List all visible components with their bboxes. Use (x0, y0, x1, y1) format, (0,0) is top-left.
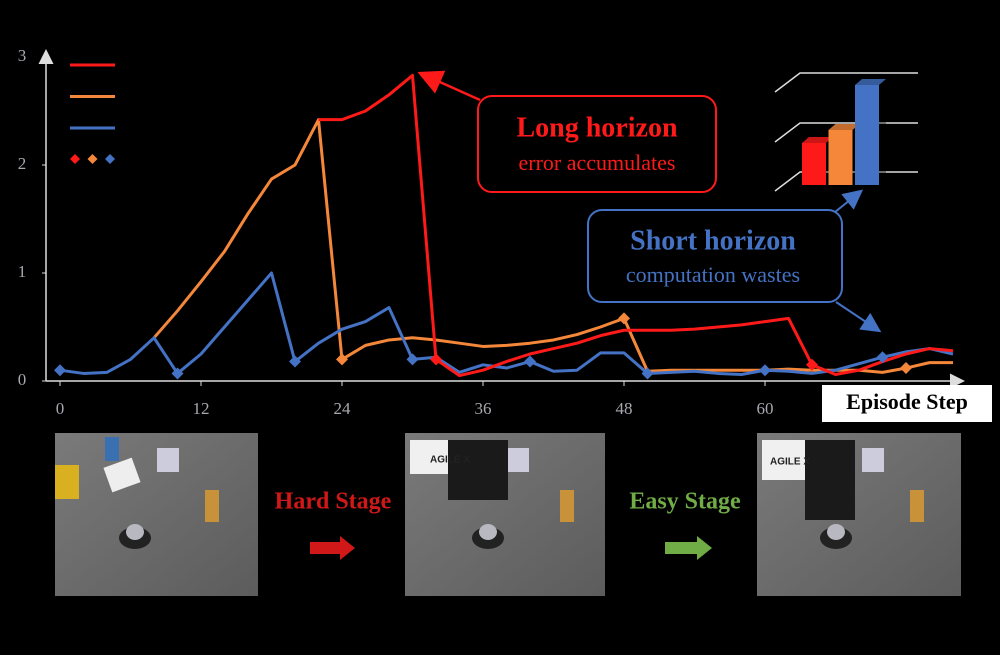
stage-label: Hard Stage (275, 489, 392, 515)
inset-bar (828, 130, 853, 185)
stage-marker (876, 351, 889, 364)
annotation-title: Short horizon (630, 225, 796, 256)
photo: AGILE X (757, 433, 961, 596)
series-line (152, 118, 953, 374)
photo (55, 433, 258, 596)
legend-marker (70, 154, 80, 164)
photo-text: AGILE X (770, 457, 810, 468)
stage-arrow (665, 536, 712, 560)
annotation-text: error accumulates (519, 150, 676, 175)
x-tick-label: 24 (334, 399, 352, 418)
legend-marker (105, 154, 115, 164)
annotation-title: Long horizon (516, 112, 677, 143)
stage-arrow (310, 536, 355, 560)
inset-bar-top (802, 137, 833, 143)
stage-marker (759, 364, 771, 377)
x-tick-label: 36 (475, 399, 492, 418)
annotation-box (587, 209, 843, 303)
stage-marker (289, 355, 301, 368)
inset-bar-top (855, 79, 886, 85)
photo-text: AGILE X (430, 455, 470, 466)
y-tick-label: 1 (18, 262, 27, 281)
stage-marker (618, 312, 630, 325)
x-tick-label: 60 (757, 399, 774, 418)
stage-marker (406, 353, 419, 366)
inset-bar-top (828, 124, 860, 130)
stage-marker (524, 355, 536, 368)
x-tick-label: 48 (616, 399, 633, 418)
x-tick-label: 0 (56, 399, 65, 418)
inset-bar (802, 143, 826, 185)
stage-marker (641, 367, 654, 380)
x-axis-label: Episode Step (846, 389, 968, 414)
y-tick-label: 0 (18, 370, 27, 389)
photo: AGILE X (405, 433, 605, 596)
annotation-arrow (417, 70, 481, 102)
series-line (59, 271, 954, 377)
annotation-arrow (834, 189, 864, 213)
x-tick-label: 12 (193, 399, 210, 418)
stage-marker (336, 353, 348, 366)
annotation-arrow (835, 301, 882, 333)
stage-marker (171, 367, 184, 380)
stage-marker (430, 353, 442, 366)
annotation-text: computation wastes (626, 262, 800, 287)
inset-bar-side (879, 79, 886, 185)
inset-bar (855, 85, 879, 185)
stage-label: Easy Stage (629, 489, 741, 515)
stage-marker (54, 364, 66, 377)
stage-marker (900, 362, 912, 375)
annotation-box (477, 95, 717, 193)
y-tick-label: 3 (18, 46, 27, 65)
y-tick-label: 2 (18, 154, 27, 173)
legend-marker (87, 154, 98, 164)
series-line (318, 73, 954, 378)
stage-marker (806, 358, 818, 371)
xlabel-box (822, 385, 992, 422)
